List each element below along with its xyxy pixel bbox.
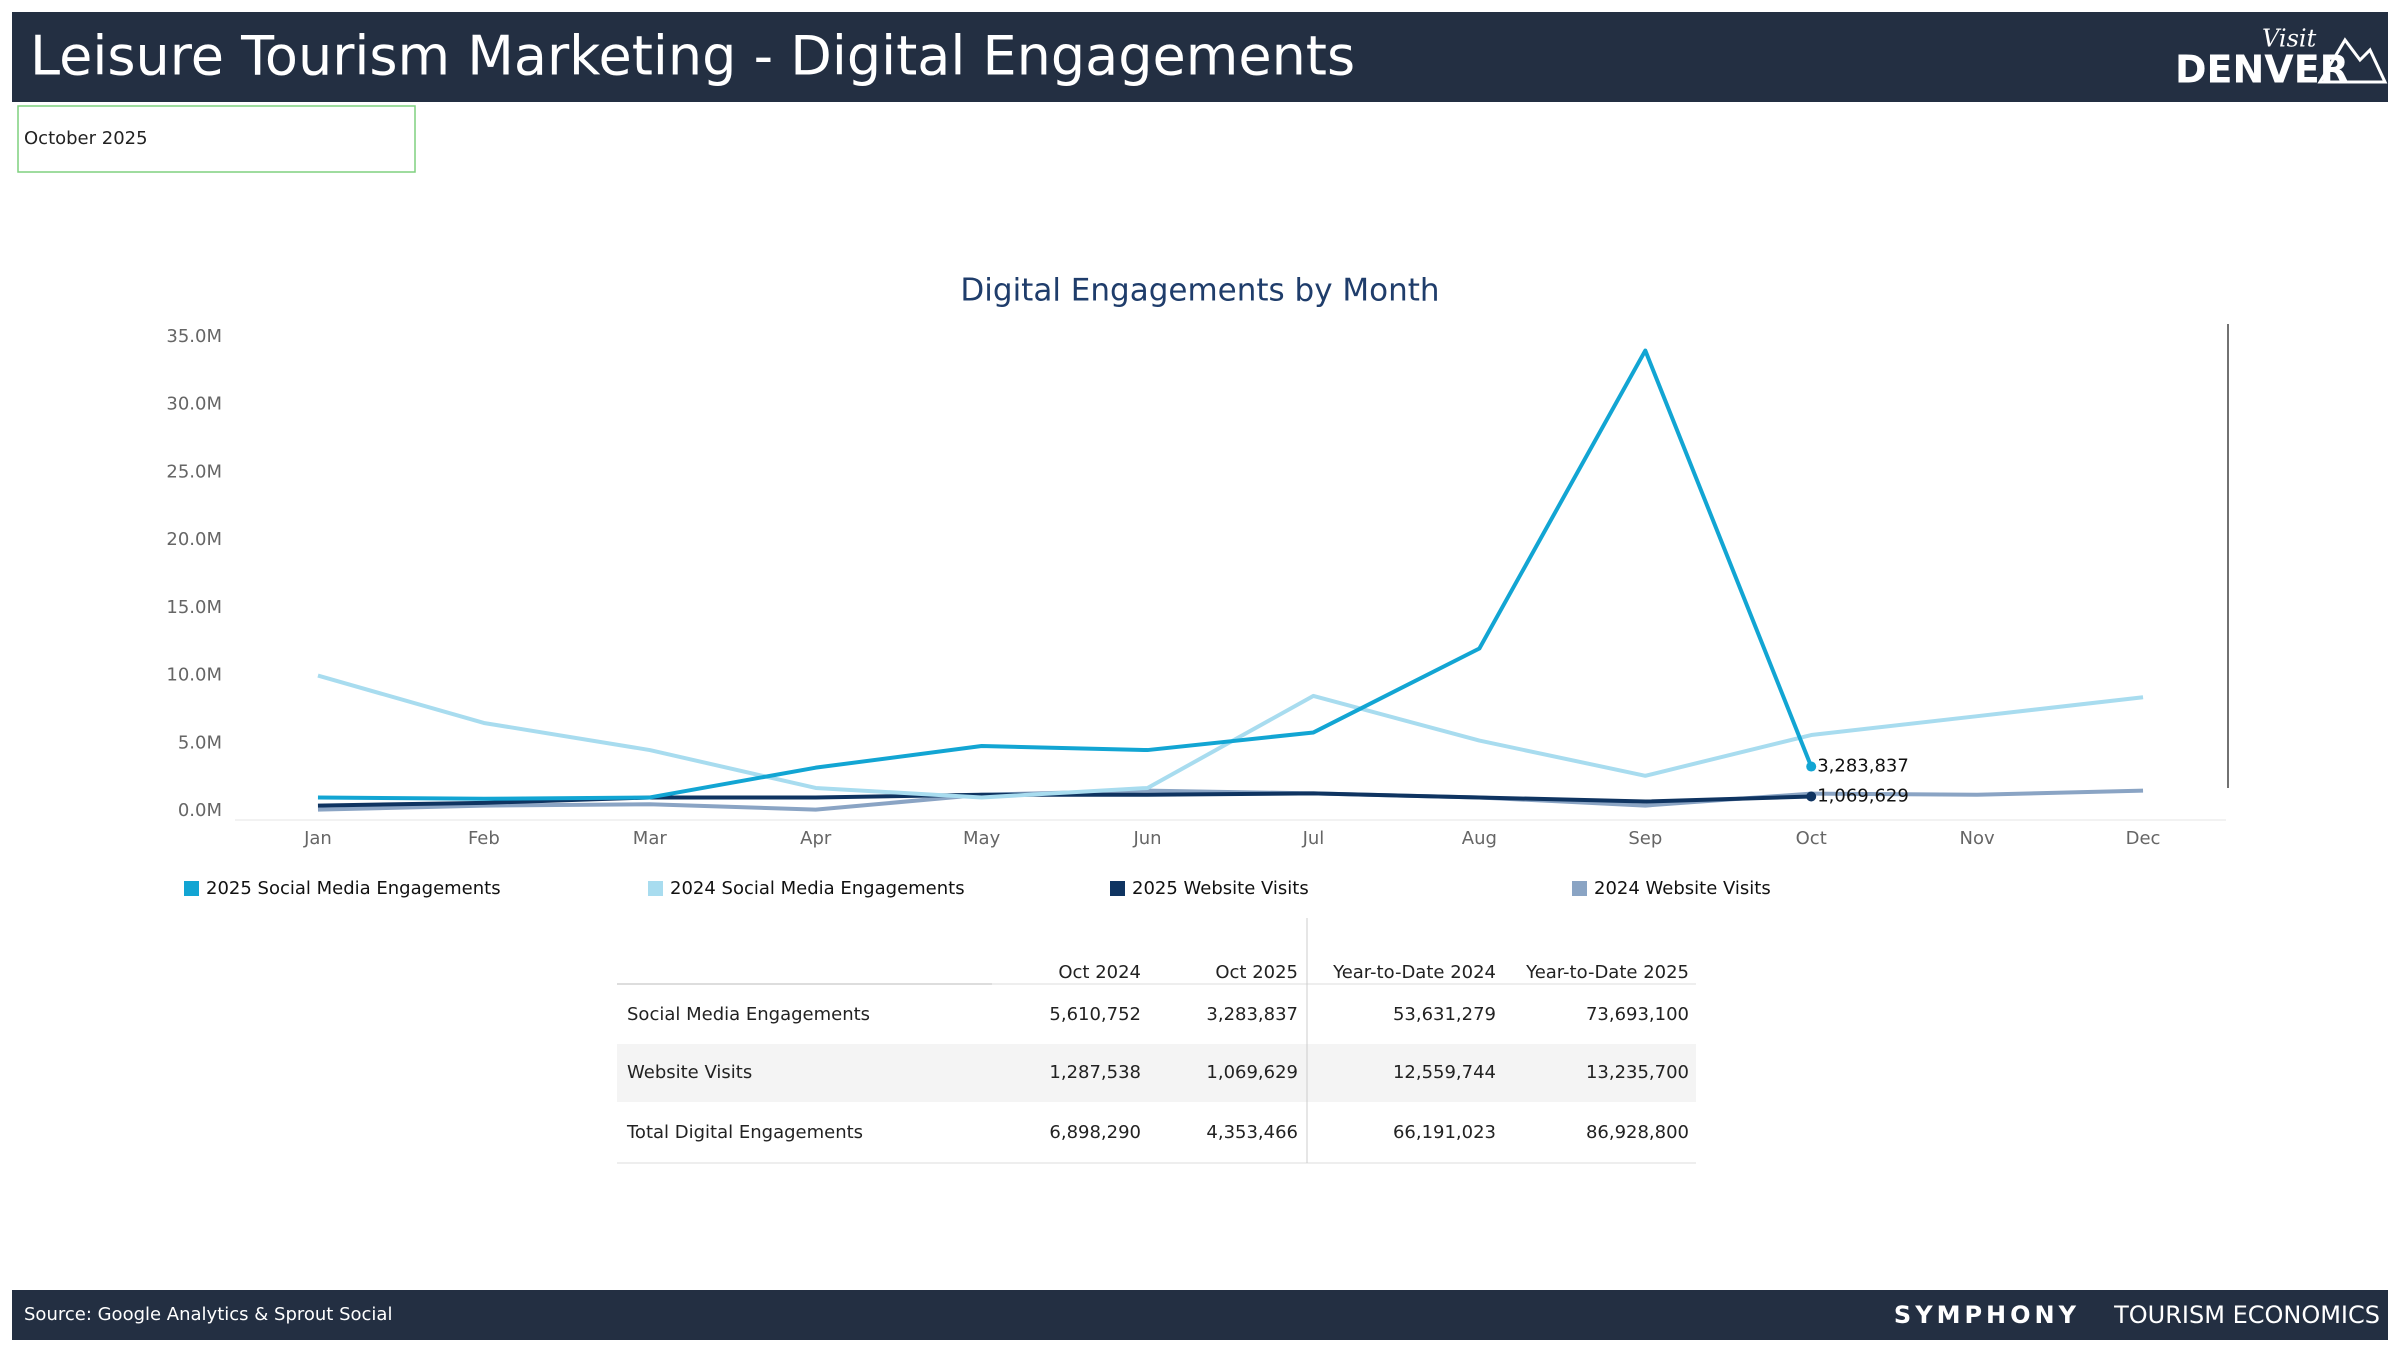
table-cell: 6,898,290 bbox=[1049, 1122, 1141, 1143]
legend-label: 2024 Social Media Engagements bbox=[670, 878, 965, 899]
table-cell: 1,287,538 bbox=[1049, 1062, 1141, 1083]
filter-box[interactable] bbox=[17, 105, 416, 173]
series-line bbox=[317, 348, 1814, 801]
table-cell: 53,631,279 bbox=[1393, 1004, 1496, 1025]
table-cell: 13,235,700 bbox=[1586, 1062, 1689, 1083]
y-tick-label: 20.0M bbox=[166, 529, 222, 550]
chart-title: Digital Engagements by Month bbox=[960, 273, 1439, 309]
y-tick-label: 25.0M bbox=[166, 461, 222, 482]
row-label: Total Digital Engagements bbox=[626, 1122, 863, 1143]
legend-swatch bbox=[1572, 881, 1587, 896]
x-tick-label: Mar bbox=[633, 828, 668, 849]
x-tick-label: Aug bbox=[1462, 828, 1497, 849]
column-header: Oct 2024 bbox=[1058, 962, 1141, 983]
x-tick-label: Feb bbox=[468, 828, 500, 849]
legend-label: 2024 Website Visits bbox=[1594, 878, 1771, 899]
x-tick-label: Oct bbox=[1796, 828, 1827, 849]
y-tick-label: 0.0M bbox=[178, 800, 222, 821]
table-cell: 86,928,800 bbox=[1586, 1122, 1689, 1143]
footer-brand-sub: TOURISM ECONOMICS bbox=[2113, 1301, 2380, 1329]
table-cell: 73,693,100 bbox=[1586, 1004, 1689, 1025]
footer-brand: SYMPHONY bbox=[1894, 1301, 2080, 1329]
row-band bbox=[617, 1044, 1696, 1102]
series-line bbox=[317, 788, 2144, 812]
point-marker bbox=[1806, 791, 1817, 802]
footer-source: Source: Google Analytics & Sprout Social bbox=[24, 1304, 392, 1325]
legend-swatch bbox=[648, 881, 663, 896]
table-cell: 4,353,466 bbox=[1206, 1122, 1298, 1143]
series-line bbox=[317, 673, 2144, 800]
x-tick-label: Apr bbox=[800, 828, 832, 849]
y-tick-label: 15.0M bbox=[166, 597, 222, 618]
logo-mountain bbox=[2317, 37, 2388, 84]
table-cell: 3,283,837 bbox=[1206, 1004, 1298, 1025]
header-bar bbox=[12, 12, 2388, 102]
legend-swatch bbox=[184, 881, 199, 896]
y-tick-label: 10.0M bbox=[166, 665, 222, 686]
x-tick-label: Jun bbox=[1132, 828, 1161, 849]
data-label: 3,283,837 bbox=[1817, 756, 1909, 777]
logo-small: Visit bbox=[2262, 25, 2317, 53]
legend-swatch bbox=[1110, 881, 1125, 896]
x-tick-label: May bbox=[963, 828, 1001, 849]
column-header: Oct 2025 bbox=[1215, 962, 1298, 983]
point-marker bbox=[1806, 761, 1817, 772]
data-label: 1,069,629 bbox=[1817, 786, 1909, 807]
x-tick-label: Nov bbox=[1960, 828, 1995, 849]
row-label: Website Visits bbox=[627, 1062, 752, 1083]
y-tick-label: 35.0M bbox=[166, 326, 222, 347]
x-tick-label: Dec bbox=[2126, 828, 2161, 849]
x-tick-label: Jan bbox=[303, 828, 332, 849]
logo-large: DENVER bbox=[2175, 48, 2349, 92]
table-cell: 5,610,752 bbox=[1049, 1004, 1141, 1025]
column-header: Year-to-Date 2024 bbox=[1332, 962, 1496, 983]
x-tick-label: Jul bbox=[1302, 828, 1325, 849]
legend-label: 2025 Social Media Engagements bbox=[206, 878, 501, 899]
y-tick-label: 30.0M bbox=[166, 394, 222, 415]
column-header: Year-to-Date 2025 bbox=[1525, 962, 1689, 983]
table-cell: 1,069,629 bbox=[1206, 1062, 1298, 1083]
x-tick-label: Sep bbox=[1628, 828, 1662, 849]
table-cell: 66,191,023 bbox=[1393, 1122, 1496, 1143]
filter-label[interactable]: October 2025 bbox=[24, 128, 148, 149]
page-title: Leisure Tourism Marketing - Digital Enga… bbox=[30, 25, 1355, 88]
row-label: Social Media Engagements bbox=[627, 1004, 870, 1025]
legend-label: 2025 Website Visits bbox=[1132, 878, 1309, 899]
footer-bar bbox=[12, 1290, 2388, 1340]
series-line bbox=[317, 791, 1812, 808]
table-cell: 12,559,744 bbox=[1393, 1062, 1496, 1083]
y-tick-label: 5.0M bbox=[178, 732, 222, 753]
